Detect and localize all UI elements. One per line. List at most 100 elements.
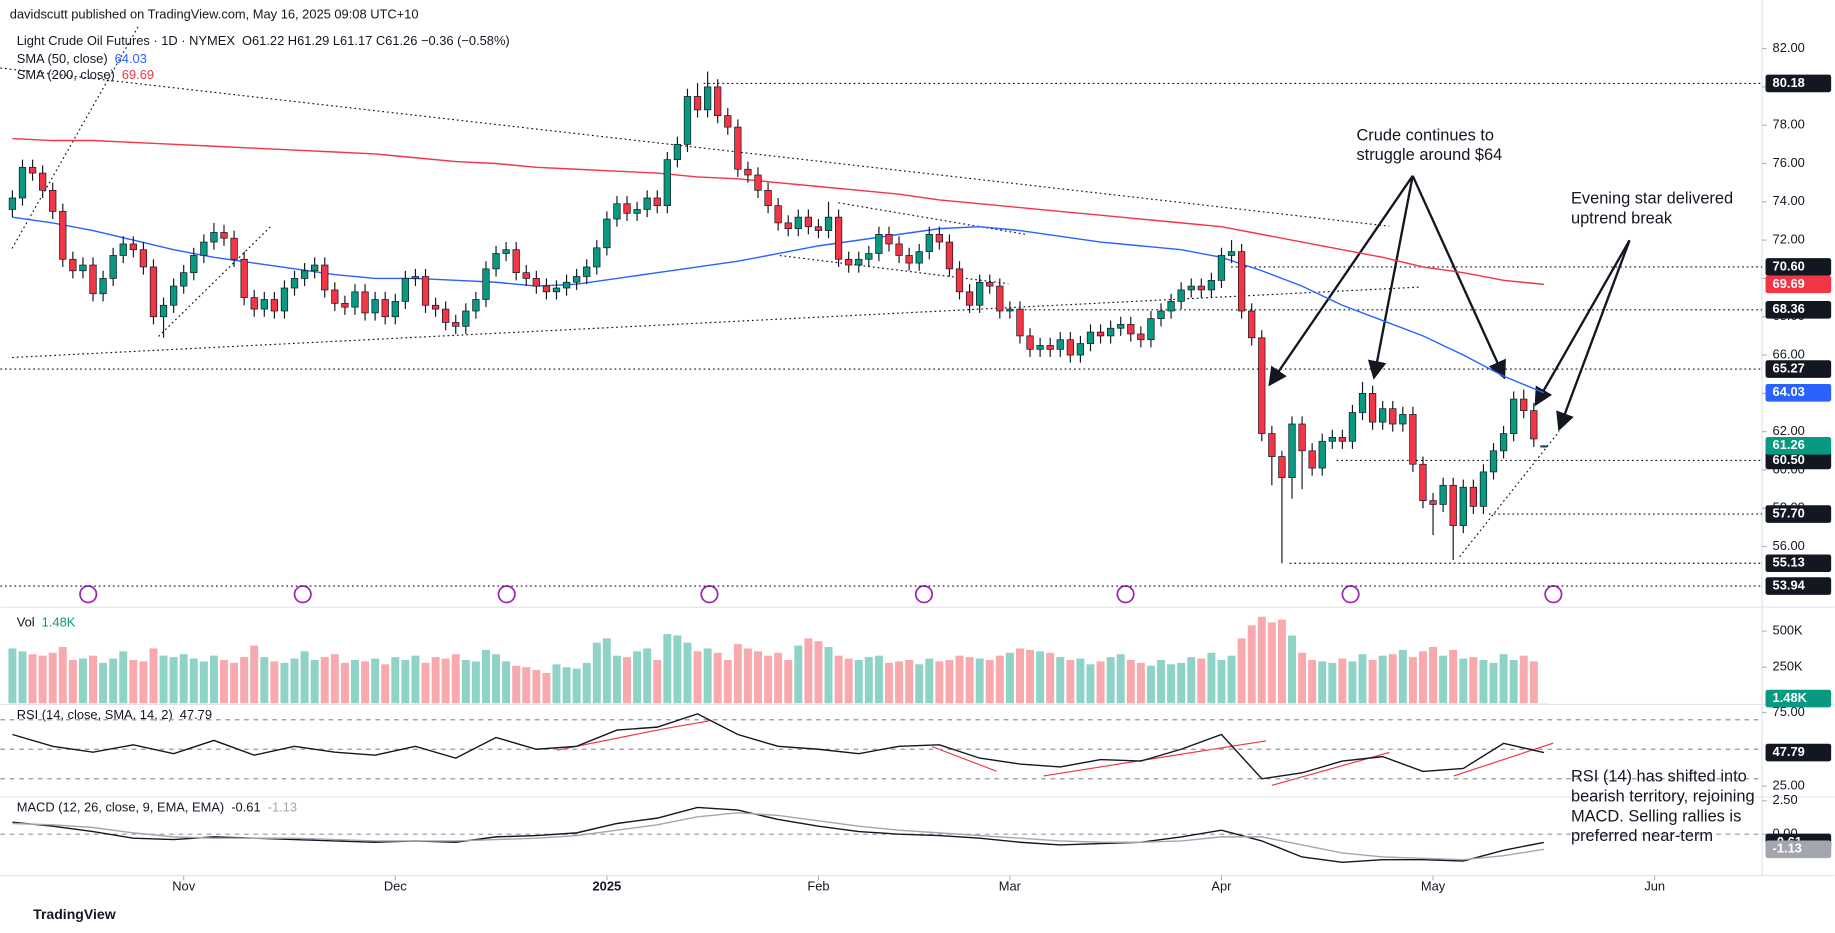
x-tick-label: Jun (1644, 879, 1665, 894)
volume-bar (260, 657, 269, 704)
volume-bar (300, 651, 309, 704)
volume-bar (743, 648, 752, 704)
volume-bar (230, 662, 239, 704)
volume-bar (1015, 648, 1024, 704)
price-tag (1765, 554, 1832, 573)
candle-body (1147, 318, 1155, 341)
candle-body (996, 285, 1004, 312)
price-tag-label: 1.48K (1773, 690, 1808, 705)
volume-bar (1449, 649, 1458, 704)
volume-bar (532, 670, 541, 704)
candle-body (945, 241, 954, 270)
candle-body (331, 289, 339, 304)
annotation: bearish territory, rejoining (1571, 787, 1755, 805)
annotation: uptrend break (1571, 210, 1673, 228)
volume-bar (1489, 662, 1498, 704)
volume-bar (371, 658, 380, 704)
volume-bar (774, 652, 783, 704)
volume-bar (159, 655, 168, 704)
volume-bar (572, 668, 581, 704)
candle-body (714, 86, 722, 116)
candle-body (290, 278, 299, 289)
candle-body (270, 299, 279, 312)
candle-body (814, 226, 823, 231)
price-tag-label: 61.26 (1773, 437, 1805, 452)
volume-bar (270, 661, 279, 704)
volume-bar (854, 659, 863, 704)
volume-bar (522, 667, 531, 704)
footer-logo: TradingView (33, 906, 116, 922)
price-tag (1765, 258, 1832, 276)
ohlc: O61.22 H61.29 L61.17 C61.26 −0.36 (−0.58… (242, 34, 510, 49)
volume-bar (68, 659, 77, 704)
legend-value: 64.03 (115, 51, 147, 66)
candle-body (381, 299, 389, 318)
volume-bar (834, 655, 843, 704)
volume-bar (814, 641, 823, 704)
y-tick-label: 25.00 (1773, 778, 1805, 793)
legend-sma50: SMA (50, close) 64.03 (17, 51, 147, 66)
y-tick-label: 82.00 (1773, 40, 1805, 55)
volume-bar (421, 662, 430, 704)
candle-body (1056, 339, 1064, 350)
candle-body (230, 237, 238, 260)
y-tick-label: 2.50 (1773, 792, 1798, 807)
candle-body (633, 209, 641, 214)
annotation-arrows (1268, 175, 1631, 432)
annotation: MACD. Selling rallies is (1571, 807, 1741, 825)
candle-body (552, 287, 561, 293)
legend-name: SMA (50, close) (17, 51, 108, 66)
candle-body (754, 174, 762, 191)
volume-bar (58, 647, 67, 704)
volume-bar (945, 659, 954, 704)
candle-body (1499, 433, 1508, 452)
y-tick-label: 78.00 (1773, 117, 1805, 132)
volume-bar (89, 655, 98, 704)
volume-bar (1499, 654, 1508, 704)
candle-body (603, 218, 611, 249)
candle-body (210, 232, 218, 243)
annotation: Evening star delivered (1571, 190, 1733, 208)
volume-bar (391, 657, 400, 704)
candle-body (1237, 251, 1246, 312)
volume-bar (78, 658, 87, 704)
candle-body (431, 304, 440, 310)
volume-bar (320, 657, 329, 704)
volume-bar (1439, 655, 1448, 704)
candle-body (955, 268, 964, 293)
legend-value: -0.61 (231, 800, 260, 815)
price-tag-label: 55.13 (1773, 555, 1805, 570)
volume-bar (1267, 622, 1276, 704)
candle-body (1258, 337, 1266, 434)
volume-bar (1509, 659, 1518, 704)
legend-value: -1.13 (268, 800, 297, 815)
candle-body (1046, 345, 1054, 350)
volume-bar (451, 654, 460, 704)
candle-body (1016, 308, 1024, 337)
candle-body (109, 255, 117, 279)
volume-bar (1318, 661, 1327, 704)
indicator-line (12, 713, 1545, 780)
candle-body (1066, 339, 1074, 356)
candle-body (804, 216, 813, 228)
candle-body (391, 301, 399, 318)
volume-bar (361, 661, 370, 704)
volume-bar (824, 647, 833, 704)
price-tag-label: 53.94 (1773, 577, 1806, 592)
volume-bar (1227, 655, 1236, 704)
volume-bar (48, 652, 57, 704)
volume-bar (874, 655, 883, 704)
volume-bar (935, 661, 944, 704)
candle-body (129, 243, 137, 251)
candle-body (300, 270, 309, 279)
candle-body (39, 172, 47, 191)
volume-bar (290, 658, 299, 704)
volume-bar (663, 634, 672, 704)
candle-body (442, 308, 450, 323)
candle-body (845, 258, 853, 266)
volume-bar (1056, 657, 1065, 704)
trend-lines (0, 25, 1560, 558)
price-tag-label: 70.60 (1773, 258, 1805, 273)
price-tag (1765, 505, 1832, 523)
volume-bar (915, 664, 924, 704)
